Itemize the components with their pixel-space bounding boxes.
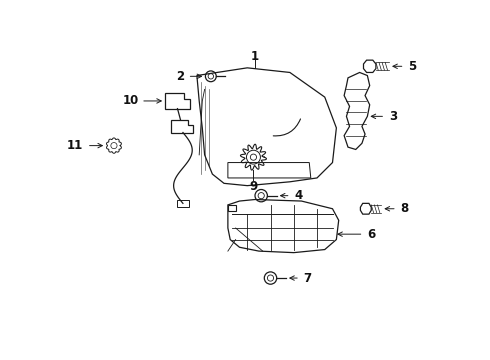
- Text: 5: 5: [408, 60, 416, 73]
- Text: 1: 1: [251, 50, 259, 63]
- Text: 11: 11: [67, 139, 83, 152]
- Text: 8: 8: [400, 202, 409, 215]
- Text: 6: 6: [367, 228, 375, 240]
- Text: 9: 9: [249, 180, 258, 193]
- Text: 10: 10: [123, 94, 139, 107]
- Text: 3: 3: [389, 110, 397, 123]
- Text: 4: 4: [294, 189, 302, 202]
- Text: 2: 2: [176, 70, 184, 83]
- Text: 7: 7: [304, 271, 312, 284]
